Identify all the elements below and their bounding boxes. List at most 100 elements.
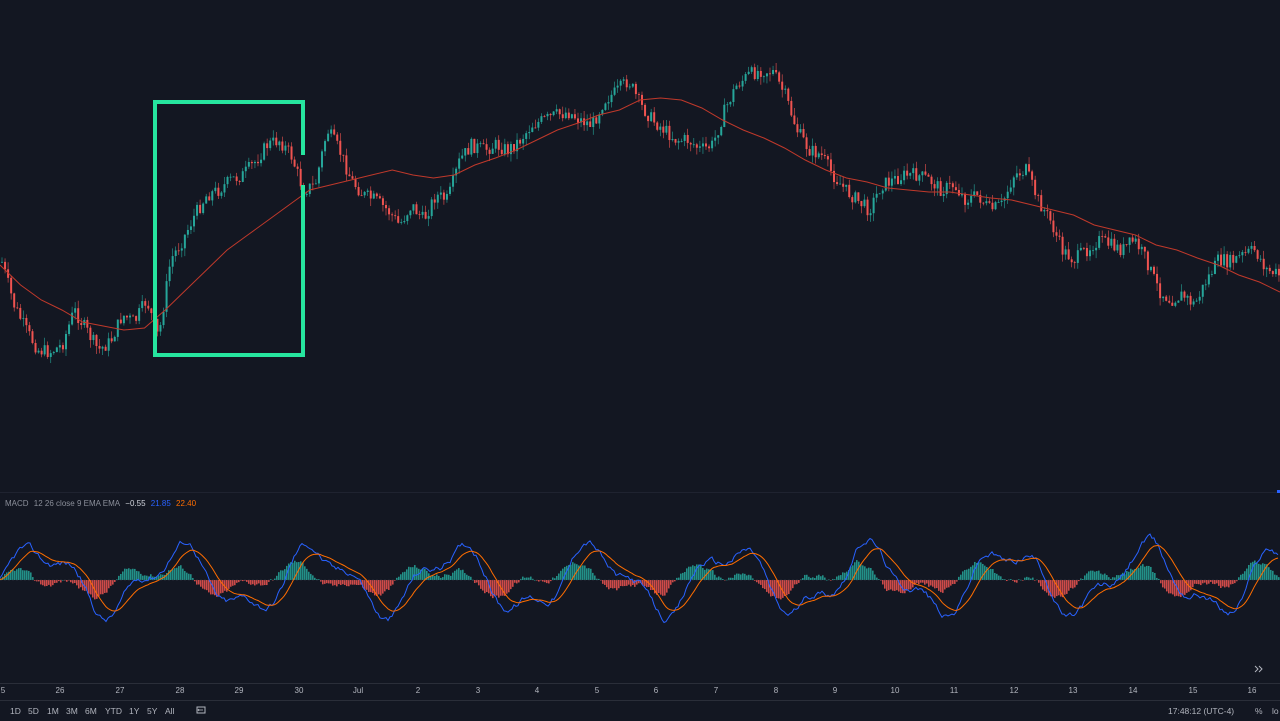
macd-histogram-bar bbox=[1228, 580, 1230, 588]
candle-body bbox=[211, 191, 214, 201]
macd-histogram-bar bbox=[1130, 568, 1132, 580]
range-5y-button[interactable]: 5Y bbox=[147, 706, 158, 716]
macd-histogram-bar bbox=[230, 580, 232, 587]
candle-body bbox=[470, 138, 473, 155]
macd-histogram-bar bbox=[174, 568, 176, 580]
macd-histogram-bar bbox=[222, 580, 224, 593]
signal-line bbox=[0, 544, 1279, 612]
macd-histogram-bar bbox=[1098, 570, 1100, 580]
macd-histogram-bar bbox=[676, 577, 678, 580]
candle-body bbox=[991, 202, 994, 210]
candle-body bbox=[1146, 251, 1149, 271]
candle-body bbox=[363, 191, 366, 196]
range-1y-button[interactable]: 1Y bbox=[129, 706, 140, 716]
candle-body bbox=[543, 116, 546, 117]
macd-histogram-bar bbox=[666, 580, 668, 593]
macd-histogram-bar bbox=[1110, 578, 1112, 580]
candle-body bbox=[357, 187, 360, 196]
macd-histogram-bar bbox=[762, 580, 764, 589]
macd-histogram-bar bbox=[80, 580, 82, 588]
macd-histogram-bar bbox=[714, 574, 716, 580]
macd-histogram-bar bbox=[362, 580, 364, 588]
candle-body bbox=[866, 199, 869, 216]
macd-histogram-bar bbox=[1030, 578, 1032, 580]
macd-histogram-bar bbox=[894, 580, 896, 591]
macd-histogram-bar bbox=[430, 575, 432, 580]
candle-body bbox=[573, 114, 576, 119]
candle-body bbox=[500, 149, 503, 155]
macd-histogram-bar bbox=[720, 577, 722, 580]
range-5d-button[interactable]: 5D bbox=[28, 706, 39, 716]
compare-replay-icon[interactable] bbox=[196, 705, 206, 715]
macd-histogram-bar bbox=[114, 580, 116, 582]
range-1d-button[interactable]: 1D bbox=[10, 706, 21, 716]
macd-histogram-bar bbox=[1200, 580, 1202, 586]
macd-histogram-bar bbox=[144, 575, 146, 580]
macd-histogram-bar bbox=[1048, 580, 1050, 596]
macd-histogram-bar bbox=[644, 580, 646, 587]
candle-body bbox=[979, 194, 982, 203]
candle-body bbox=[729, 102, 732, 105]
candle-body bbox=[95, 334, 98, 347]
candle-body bbox=[354, 178, 357, 188]
macd-histogram-bar bbox=[662, 580, 664, 596]
candle-body bbox=[80, 323, 83, 326]
candle-body bbox=[52, 352, 55, 354]
macd-histogram-bar bbox=[532, 578, 534, 580]
candle-body bbox=[720, 127, 723, 136]
macd-histogram-bar bbox=[1044, 580, 1046, 592]
macd-histogram-bar bbox=[256, 580, 258, 585]
range-ytd-button[interactable]: YTD bbox=[105, 706, 122, 716]
pane-separator[interactable] bbox=[0, 492, 1280, 493]
range-6m-button[interactable]: 6M bbox=[85, 706, 97, 716]
candle-body bbox=[232, 176, 235, 178]
macd-histogram-bar bbox=[1094, 571, 1096, 580]
macd-histogram-bar bbox=[784, 580, 786, 597]
double-chevron-right-icon[interactable] bbox=[1254, 664, 1264, 674]
macd-histogram-bar bbox=[260, 580, 262, 586]
candle-body bbox=[683, 134, 686, 141]
candle-body bbox=[970, 195, 973, 203]
candle-body bbox=[144, 301, 147, 306]
macd-histogram-bar bbox=[356, 580, 358, 585]
candle-body bbox=[936, 181, 939, 189]
macd-histogram-bar bbox=[508, 580, 510, 593]
macd-histogram-bar bbox=[1162, 580, 1164, 588]
log-scale-toggle[interactable]: lo bbox=[1272, 706, 1279, 716]
macd-histogram-bar bbox=[664, 580, 666, 596]
candle-body bbox=[464, 148, 467, 156]
macd-histogram-bar bbox=[1124, 574, 1126, 580]
candle-body bbox=[756, 70, 759, 80]
macd-histogram-bar bbox=[1054, 580, 1056, 598]
macd-histogram-bar bbox=[842, 572, 844, 580]
candle-body bbox=[1153, 266, 1155, 274]
macd-histogram-bar bbox=[862, 565, 864, 580]
macd-histogram-bar bbox=[758, 580, 760, 584]
range-3m-button[interactable]: 3M bbox=[66, 706, 78, 716]
range-all-button[interactable]: All bbox=[165, 706, 175, 716]
macd-histogram-bar bbox=[742, 573, 744, 580]
macd-histogram-bar bbox=[1270, 569, 1272, 580]
clock[interactable]: 17:48:12 (UTC-4) bbox=[1168, 706, 1235, 716]
candle-body bbox=[839, 183, 842, 185]
macd-histogram-bar bbox=[1252, 561, 1254, 580]
candle-body bbox=[168, 266, 171, 282]
range-1m-button[interactable]: 1M bbox=[47, 706, 59, 716]
macd-histogram-bar bbox=[326, 580, 328, 584]
macd-histogram-bar bbox=[416, 567, 418, 580]
macd-histogram-bar bbox=[1104, 573, 1106, 580]
candle-body bbox=[961, 193, 963, 196]
macd-histogram-bar bbox=[570, 564, 572, 580]
macd-histogram-bar bbox=[618, 580, 620, 589]
percent-scale-toggle[interactable]: % bbox=[1255, 706, 1263, 716]
time-axis[interactable]: 5 26 27 28 29 30 Jul 2 3 4 5 6 7 8 9 10 … bbox=[0, 683, 1280, 697]
macd-histogram-bar bbox=[826, 579, 828, 581]
macd-histogram-bar bbox=[68, 580, 70, 581]
macd-histogram-bar bbox=[468, 575, 470, 580]
macd-histogram-bar bbox=[560, 570, 562, 580]
pane-handle[interactable] bbox=[1277, 490, 1280, 493]
macd-histogram-bar bbox=[394, 580, 396, 581]
macd-legend[interactable]: MACD 12 26 close 9 EMA EMA −0.55 21.85 2… bbox=[5, 498, 199, 510]
candle-body bbox=[549, 113, 552, 116]
